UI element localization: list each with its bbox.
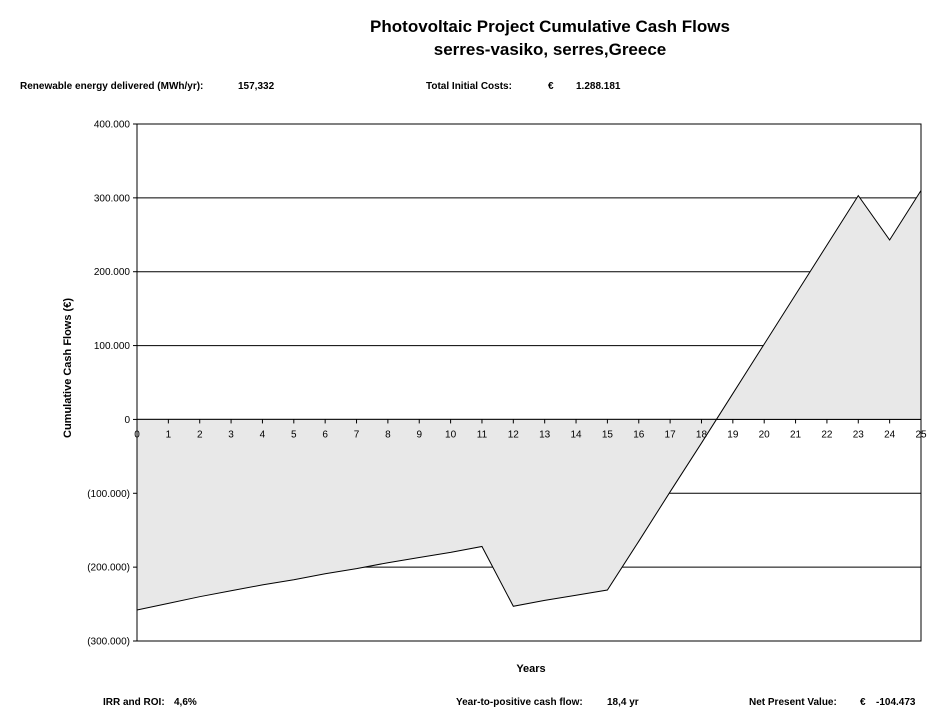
y-axis-ticks: 400.000 300.000 200.000 100.000 0 (100.000) (2… bbox=[87, 120, 137, 648]
irr-roi-value: 4,6% bbox=[174, 697, 197, 708]
x-tick-label: 14 bbox=[570, 429, 582, 440]
energy-delivered-label: Renewable energy delivered (MWh/yr): bbox=[20, 81, 204, 92]
chart-subtitle: serres-vasiko, serres,Greece bbox=[433, 40, 667, 59]
payback-value: 18,4 yr bbox=[607, 697, 639, 708]
y-axis-label: Cumulative Cash Flows (€) bbox=[62, 298, 74, 438]
x-tick-label: 11 bbox=[477, 429, 488, 440]
cash-flow-area bbox=[137, 190, 921, 610]
x-tick-label: 8 bbox=[385, 429, 391, 440]
x-tick-label: 2 bbox=[197, 429, 203, 440]
y-tick-label: (200.000) bbox=[87, 563, 130, 574]
energy-delivered-value: 157,332 bbox=[238, 81, 275, 92]
plot-frame bbox=[136, 123, 922, 642]
y-tick-label: 300.000 bbox=[94, 193, 131, 204]
x-tick-label: 17 bbox=[665, 429, 677, 440]
y-tick-label: (300.000) bbox=[87, 637, 130, 648]
x-tick-label: 3 bbox=[228, 429, 234, 440]
x-tick-label: 10 bbox=[445, 429, 457, 440]
cash-flow-line bbox=[136, 190, 922, 611]
irr-roi-label: IRR and ROI: bbox=[103, 697, 165, 708]
y-tick-label: 0 bbox=[124, 415, 130, 426]
x-tick-label: 5 bbox=[291, 429, 297, 440]
x-tick-label: 21 bbox=[790, 429, 802, 440]
x-tick-label: 25 bbox=[915, 429, 927, 440]
x-tick-label: 12 bbox=[508, 429, 520, 440]
x-tick-label: 19 bbox=[727, 429, 739, 440]
x-tick-label: 16 bbox=[633, 429, 645, 440]
npv-value: -104.473 bbox=[876, 697, 916, 708]
x-tick-label: 18 bbox=[696, 429, 708, 440]
x-tick-label: 9 bbox=[416, 429, 422, 440]
x-tick-label: 0 bbox=[134, 429, 140, 440]
initial-costs-label: Total Initial Costs: bbox=[426, 81, 512, 92]
x-tick-label: 4 bbox=[260, 429, 266, 440]
initial-costs-currency: € bbox=[548, 81, 554, 92]
y-tick-label: 200.000 bbox=[94, 267, 131, 278]
y-tick-label: (100.000) bbox=[87, 489, 130, 500]
x-tick-label: 15 bbox=[602, 429, 614, 440]
initial-costs-value: 1.288.181 bbox=[576, 81, 621, 92]
payback-label: Year-to-positive cash flow: bbox=[456, 697, 583, 708]
y-tick-label: 100.000 bbox=[94, 341, 131, 352]
x-tick-label: 24 bbox=[884, 429, 896, 440]
x-tick-label: 20 bbox=[759, 429, 771, 440]
x-tick-label: 23 bbox=[853, 429, 865, 440]
x-tick-label: 6 bbox=[322, 429, 328, 440]
x-tick-label: 13 bbox=[539, 429, 551, 440]
y-tick-label: 400.000 bbox=[94, 120, 131, 131]
npv-currency: € bbox=[860, 697, 866, 708]
x-tick-label: 7 bbox=[354, 429, 360, 440]
x-tick-label: 22 bbox=[821, 429, 833, 440]
chart-title: Photovoltaic Project Cumulative Cash Flo… bbox=[370, 17, 730, 36]
npv-label: Net Present Value: bbox=[749, 697, 837, 708]
x-axis-label: Years bbox=[516, 663, 545, 675]
x-axis-ticks: 0 1 2 3 4 5 6 7 8 9 10 11 12 13 14 15 16 17 18 19 20 21 22 23 24… bbox=[134, 419, 927, 440]
x-tick-label: 1 bbox=[166, 429, 172, 440]
